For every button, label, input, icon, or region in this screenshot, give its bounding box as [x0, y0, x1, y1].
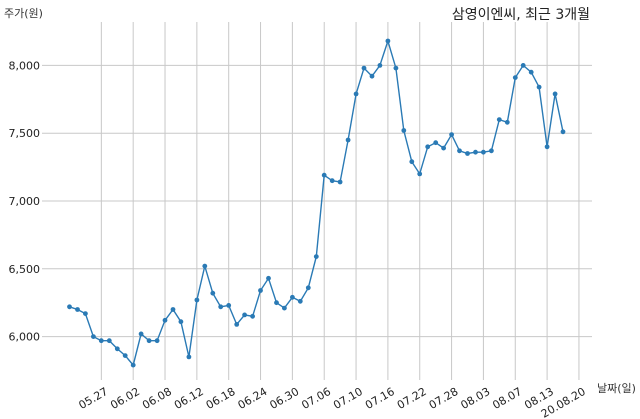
- data-point: [202, 263, 208, 269]
- data-point: [98, 338, 104, 344]
- data-point: [282, 305, 287, 311]
- data-point: [329, 178, 335, 184]
- data-point: [250, 313, 256, 319]
- data-point: [146, 338, 152, 344]
- data-point: [345, 137, 351, 143]
- data-point: [83, 311, 88, 316]
- x-tick-label: 06.12: [172, 385, 206, 412]
- data-point: [353, 91, 359, 97]
- data-point: [481, 149, 486, 155]
- data-point: [385, 38, 391, 44]
- data-point: [138, 331, 144, 337]
- data-point: [496, 117, 502, 122]
- data-point: [433, 140, 439, 146]
- data-point: [473, 149, 478, 155]
- data-point: [266, 275, 271, 281]
- data-point: [441, 145, 446, 151]
- y-tick-label: 6,500: [9, 263, 41, 276]
- data-point: [449, 132, 454, 138]
- x-tick-label: 05.27: [76, 385, 110, 412]
- x-tick-label: 08.03: [459, 385, 493, 412]
- data-point: [162, 317, 168, 323]
- data-point: [401, 128, 407, 133]
- data-point: [512, 75, 518, 80]
- data-point: [106, 338, 112, 344]
- data-point: [337, 179, 343, 185]
- data-point: [544, 144, 550, 150]
- data-point: [393, 65, 399, 71]
- data-point: [520, 63, 526, 68]
- data-point: [377, 63, 383, 68]
- data-point: [536, 84, 542, 90]
- x-tick-label: 06.02: [108, 385, 142, 412]
- x-tick-label: 07.06: [299, 385, 333, 412]
- data-point: [560, 129, 566, 135]
- data-point: [528, 69, 534, 75]
- data-point: [297, 298, 303, 304]
- data-point: [290, 294, 295, 300]
- y-axis-label: 주가(원): [4, 7, 43, 20]
- grid: [42, 22, 592, 380]
- data-point: [234, 322, 240, 327]
- data-point: [91, 334, 96, 339]
- data-points: [67, 38, 566, 368]
- data-point: [194, 297, 200, 303]
- x-tick-label: 07.16: [363, 385, 397, 412]
- data-point: [321, 172, 327, 178]
- data-point: [75, 307, 80, 312]
- data-point: [489, 148, 494, 154]
- data-point: [552, 91, 558, 97]
- y-tick-label: 8,000: [9, 59, 41, 72]
- x-tick-label: 07.22: [395, 385, 429, 412]
- x-tick-label: 06.08: [140, 385, 174, 412]
- data-point: [417, 171, 423, 177]
- data-point: [242, 312, 248, 318]
- data-point: [178, 319, 184, 325]
- data-point: [218, 304, 224, 310]
- data-point: [457, 148, 462, 154]
- x-tick-label: 07.10: [331, 385, 365, 412]
- data-point: [409, 159, 415, 165]
- data-point: [67, 304, 72, 310]
- x-tick-labels: 05.2706.0206.0806.1206.1806.2406.3007.06…: [76, 385, 587, 419]
- y-tick-label: 7,500: [9, 127, 41, 140]
- x-tick-label: 06.30: [268, 385, 302, 412]
- x-tick-label: 07.28: [427, 385, 461, 412]
- data-point: [274, 300, 279, 306]
- x-tick-label: 06.18: [204, 385, 238, 412]
- data-point: [258, 288, 263, 293]
- x-tick-label: 06.24: [236, 385, 270, 412]
- data-point: [305, 285, 311, 291]
- data-point: [465, 151, 470, 156]
- data-point: [130, 362, 136, 368]
- data-point: [170, 307, 176, 312]
- y-tick-label: 7,000: [9, 195, 41, 208]
- x-tick-label: 08.07: [490, 385, 524, 412]
- data-point: [226, 303, 232, 308]
- data-point: [114, 346, 120, 352]
- data-point: [154, 338, 160, 344]
- x-axis-label: 날짜(일): [597, 381, 636, 395]
- data-point: [425, 144, 431, 150]
- data-point: [313, 254, 319, 259]
- series-line: [69, 38, 564, 367]
- data-point: [122, 353, 128, 358]
- y-tick-labels: 6,000 6,500 7,000 7,500 8,000: [9, 59, 41, 343]
- data-point: [361, 65, 367, 71]
- y-tick-label: 6,000: [9, 331, 41, 344]
- data-point: [186, 354, 192, 360]
- data-point: [369, 73, 375, 79]
- data-point: [504, 119, 510, 125]
- data-point: [210, 290, 216, 296]
- chart-title: 삼영이엔씨, 최근 3개월: [452, 7, 590, 23]
